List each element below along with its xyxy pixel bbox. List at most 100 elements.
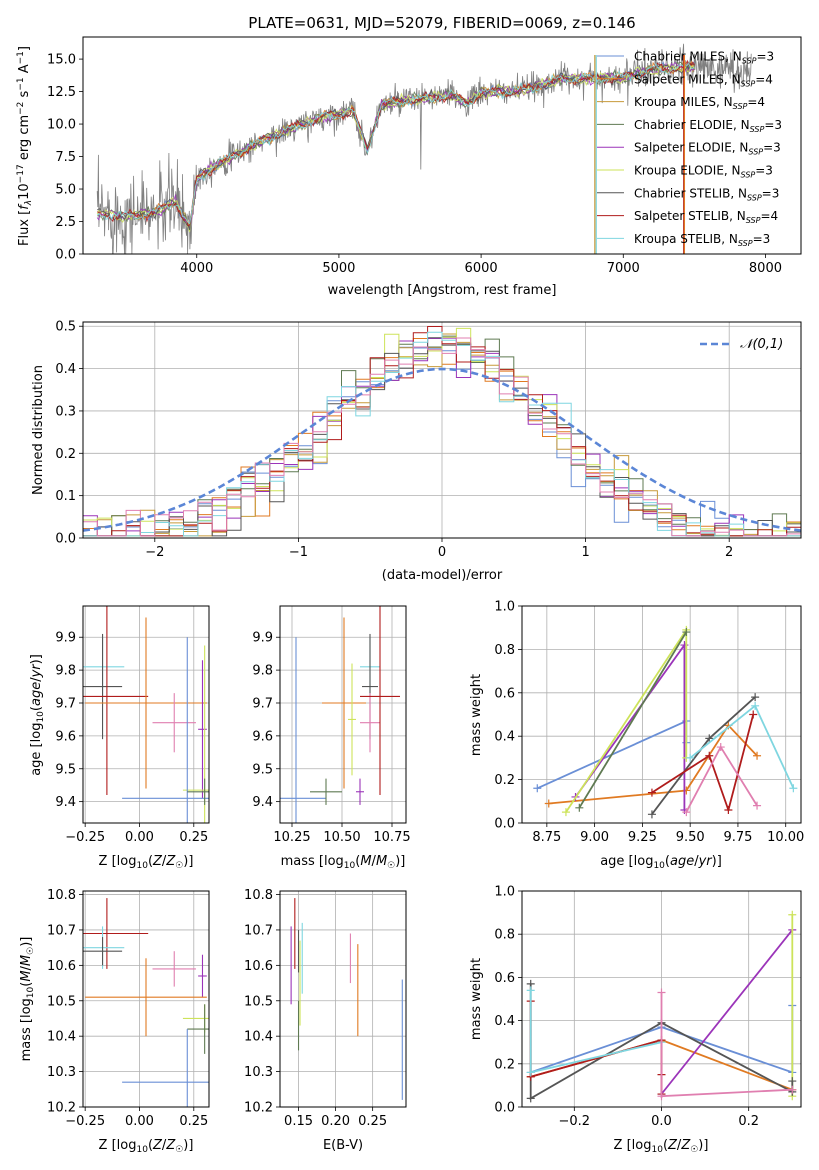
x-tick-label: 0.20 (321, 1114, 350, 1129)
y-tick-label: 9.9 (252, 631, 273, 646)
y-tick-label: 0.4 (494, 730, 515, 745)
y-tick-label: 10.3 (244, 1065, 273, 1080)
plus-marker (647, 810, 656, 819)
plus-marker (716, 743, 725, 752)
plus-marker (686, 753, 695, 762)
normal-curve (83, 367, 801, 532)
axes-spectrum: 4000 5000 6000 7000 8000 0.0 2.5 5.0 7.5 10.0 12.5… (47, 36, 802, 276)
grid-mass-vs-ebv (280, 891, 406, 1108)
y-tick-label: 0.0 (55, 248, 76, 263)
residual-histograms (83, 326, 801, 537)
plus-marker (705, 734, 714, 743)
x-tick-label: 6000 (465, 261, 498, 276)
y-tick-label: 0.2 (494, 773, 515, 788)
axes-mass-vs-ebv: 0.15 0.20 0.25 10.2 10.3 10.4 10.5 10.6 10.7 10.8 (244, 888, 407, 1129)
age-z-xlabel: Z [log10(Z/Z☉)] (99, 854, 194, 871)
axes-frame (279, 890, 407, 1108)
y-tick-label: 0.2 (494, 1057, 515, 1072)
legend-label: Chabrier ELODIE, NSSP=3 (634, 118, 782, 134)
axes-weight-vs-z: −0.2 0.0 0.2 0.0 0.2 0.4 0.6 0.8 1.0 (494, 885, 802, 1129)
x-tick-label: 0.2 (738, 1114, 759, 1129)
weight-line-salp_stelib (651, 714, 755, 814)
residuals-legend: 𝒩(0,1) (700, 337, 783, 352)
mass-ebv-xlabel: E(B-V) (323, 1138, 363, 1153)
y-tick-label: 0.5 (55, 320, 76, 335)
weight-line-salp_elodie (574, 642, 686, 810)
plus-marker (788, 910, 797, 919)
plus-marker (788, 1085, 797, 1094)
plus-marker (647, 788, 656, 797)
plus-marker (788, 1077, 797, 1086)
plus-marker (682, 628, 691, 637)
x-tick-label: −2 (145, 545, 164, 560)
residuals-ylabel: Normed distribution (31, 365, 46, 495)
weight-age-ylabel: mass weight (469, 674, 484, 756)
x-tick-label: 0.25 (179, 830, 208, 845)
model-salp_miles (132, 60, 695, 226)
x-tick-label: 2 (725, 545, 733, 560)
weight-line-chab_stelib (651, 696, 756, 815)
weight-line-salp_elodie (660, 929, 794, 1095)
x-tick-label: 5000 (322, 261, 355, 276)
x-tick-label: 9.50 (676, 830, 705, 845)
y-tick-label: 5.0 (55, 183, 76, 198)
x-tick-label: 0 (438, 545, 446, 560)
axes-frame (82, 36, 802, 255)
plus-marker (561, 808, 570, 817)
x-tick-label: 7000 (607, 261, 640, 276)
plus-marker (657, 988, 666, 997)
y-tick-label: 10.8 (244, 888, 273, 903)
axes-layer: 4000 5000 6000 7000 80000.02.55.07.510.012.5… (47, 36, 804, 1129)
x-tick-label: 0.15 (284, 1114, 313, 1129)
axes-residuals: −2 −1 0 1 2 0.0 0.1 0.2 0.3 0.4 0.5 (55, 320, 802, 560)
axes-weight-vs-age: 8.75 9.00 9.25 9.50 9.75 10.00 0.0 0.2 0.4 0.6 0.8… (494, 600, 804, 846)
y-tick-label: 0.0 (494, 817, 515, 832)
legend-label: Salpeter STELIB, NSSP=4 (634, 209, 778, 225)
y-tick-label: 2.5 (55, 215, 76, 230)
y-tick-label: 0.0 (55, 532, 76, 547)
plus-marker (753, 801, 762, 810)
plus-marker (533, 784, 542, 793)
y-tick-label: 10.7 (244, 923, 273, 938)
x-tick-label: 8000 (749, 261, 782, 276)
x-tick-label: 0.25 (358, 1114, 387, 1129)
model-krou_miles (132, 59, 695, 226)
plus-marker (749, 710, 758, 719)
plus-marker (751, 701, 760, 710)
plus-marker (544, 799, 553, 808)
y-tick-label: 10.5 (47, 994, 76, 1009)
mass-z-xlabel: Z [log10(Z/Z☉)] (99, 1138, 194, 1155)
y-tick-label: 15.0 (47, 53, 76, 68)
y-tick-label: 9.4 (55, 795, 76, 810)
y-tick-label: 10.4 (47, 1030, 76, 1045)
y-tick-label: 9.7 (252, 696, 273, 711)
y-tick-label: 10.3 (47, 1065, 76, 1080)
legend-label: Chabrier MILES, NSSP=3 (634, 50, 774, 66)
y-tick-label: 0.0 (494, 1101, 515, 1116)
plus-marker (789, 784, 798, 793)
x-tick-label: 10.00 (767, 830, 804, 845)
x-tick-label: 10.75 (373, 830, 410, 845)
weight-line-krou_elodie (565, 626, 688, 813)
plus-marker (657, 1092, 666, 1101)
x-tick-label: 0.00 (125, 1114, 154, 1129)
lines-weight-vs-age (533, 625, 798, 819)
x-tick-label: 10.50 (323, 830, 360, 845)
x-tick-label: 10.25 (273, 830, 310, 845)
y-tick-label: 10.2 (244, 1101, 273, 1116)
y-tick-label: 0.3 (55, 404, 76, 419)
x-tick-label: 0.00 (125, 830, 154, 845)
y-tick-label: 9.7 (55, 696, 76, 711)
y-tick-label: 1.0 (494, 600, 515, 615)
x-tick-label: 1 (581, 545, 589, 560)
y-tick-label: 9.9 (55, 631, 76, 646)
legend-label: Salpeter MILES, NSSP=4 (634, 72, 773, 88)
histogram-salp_stelib (83, 326, 801, 537)
histogram-pink (83, 337, 801, 537)
y-tick-label: 7.5 (55, 150, 76, 165)
legend-label: Kroupa ELODIE, NSSP=3 (634, 164, 773, 180)
residuals-xlabel: (data-model)/error (382, 568, 503, 583)
plot-content (83, 43, 801, 1108)
figure-title: PLATE=0631, MJD=52079, FIBERID=0069, z=0… (248, 14, 635, 32)
x-tick-label: −0.25 (65, 830, 105, 845)
